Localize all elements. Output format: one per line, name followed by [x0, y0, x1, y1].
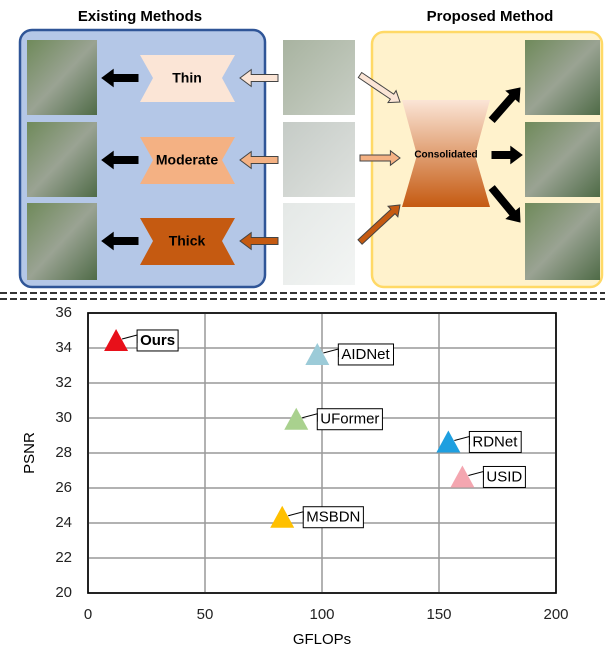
- x-tick-label: 0: [84, 606, 92, 623]
- x-tick-label: 150: [426, 606, 451, 623]
- point-label: AIDNet: [341, 346, 390, 363]
- block-label: Thin: [172, 70, 202, 86]
- callout: [323, 349, 338, 357]
- y-tick-label: 36: [55, 304, 72, 321]
- x-axis-label: GFLOPs: [293, 631, 351, 648]
- point-label: MSBDN: [306, 509, 360, 526]
- left-title: Existing Methods: [78, 8, 202, 25]
- block-label: Consolidated: [414, 150, 477, 161]
- point-label: UFormer: [320, 411, 379, 428]
- figure: Existing Methods Proposed Method Thin Mo…: [0, 0, 605, 650]
- y-tick-label: 20: [55, 584, 72, 601]
- y-axis-label: PSNR: [21, 432, 38, 474]
- y-tick-label: 32: [55, 374, 72, 391]
- x-tick-label: 50: [197, 606, 214, 623]
- point-label: RDNet: [472, 433, 518, 450]
- callout: [468, 472, 483, 480]
- separator: [0, 293, 605, 299]
- y-tick-label: 34: [55, 339, 72, 356]
- point: [270, 506, 294, 528]
- callout: [454, 437, 469, 445]
- y-tick-label: 28: [55, 444, 72, 461]
- point: [104, 329, 128, 351]
- point: [305, 343, 329, 365]
- callout: [302, 414, 317, 422]
- y-tick-label: 24: [55, 514, 72, 531]
- point-label: Ours: [140, 332, 175, 349]
- callout: [122, 335, 137, 343]
- point: [436, 431, 460, 453]
- y-tick-label: 30: [55, 409, 72, 426]
- right-title: Proposed Method: [427, 8, 554, 25]
- y-tick-label: 22: [55, 549, 72, 566]
- y-tick-label: 26: [55, 479, 72, 496]
- point-label: USID: [486, 468, 522, 485]
- x-tick-label: 200: [543, 606, 568, 623]
- x-tick-label: 100: [309, 606, 334, 623]
- callout: [288, 512, 303, 520]
- block-label: Moderate: [156, 152, 218, 168]
- block-label: Thick: [169, 233, 206, 249]
- point: [450, 466, 474, 488]
